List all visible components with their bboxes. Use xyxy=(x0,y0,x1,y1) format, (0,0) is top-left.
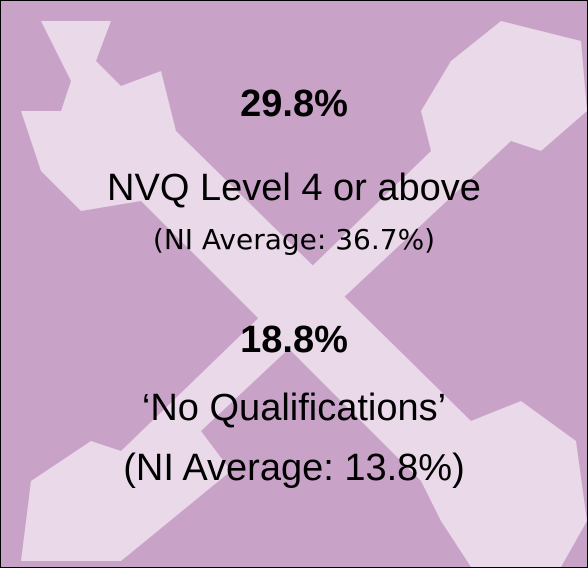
tool-icons xyxy=(21,21,587,567)
stat-comparison: (NI Average: 36.7%) xyxy=(152,223,436,256)
screwdriver xyxy=(21,21,587,561)
stat-label: ‘No Qualifications’ xyxy=(141,387,447,429)
stat-label: NVQ Level 4 or above xyxy=(107,167,481,209)
stat-comparison: (NI Average: 13.8%) xyxy=(123,447,465,489)
stat-value: 29.8% xyxy=(240,83,348,125)
stat-value: 18.8% xyxy=(240,319,348,361)
